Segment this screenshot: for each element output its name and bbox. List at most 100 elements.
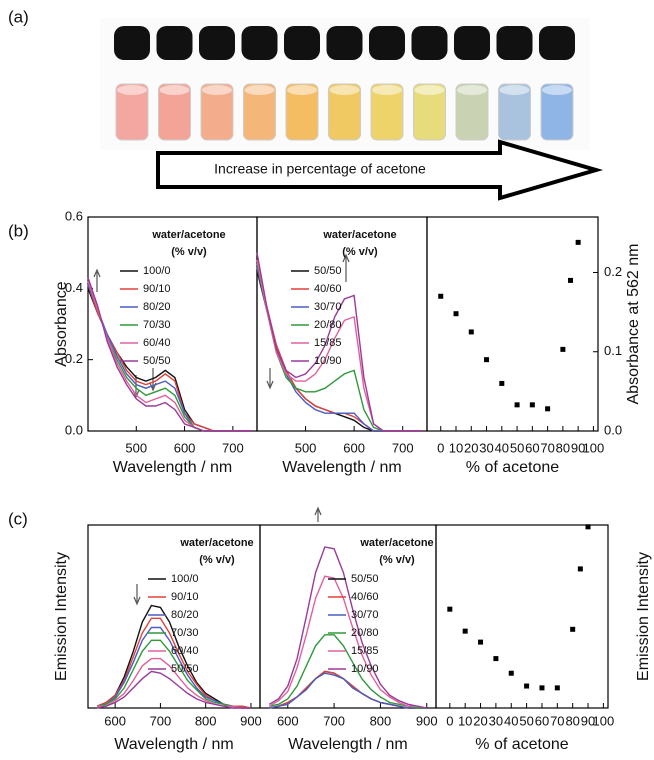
vial-cap	[411, 26, 448, 60]
y-tick-label: 0.2	[65, 351, 83, 366]
y-tick-label: 0.0	[604, 422, 622, 437]
vial-rim	[372, 85, 402, 95]
y-tick-label: 0.0	[65, 422, 83, 437]
y-tick-label: 0.2	[604, 264, 622, 279]
x-tick-label: 40	[504, 713, 518, 728]
legend-label: 60/40	[171, 645, 199, 657]
x-tick-label: 30	[489, 713, 503, 728]
data-point	[560, 346, 566, 352]
arrow-up	[314, 506, 322, 522]
vial-glass	[243, 83, 276, 141]
legend-title: water/acetone	[322, 229, 396, 241]
legend-label: 80/20	[143, 301, 171, 313]
x-tick-label: 20	[464, 440, 478, 455]
vial-cap	[326, 26, 363, 60]
x-tick-label: 100	[593, 713, 615, 728]
vial-glass	[498, 83, 531, 141]
data-point	[514, 402, 520, 408]
x-tick-label: 500	[125, 440, 147, 455]
legend-title: water/acetone	[359, 537, 433, 549]
y-tick-label: 0.1	[604, 343, 622, 358]
data-point	[545, 406, 551, 412]
x-axis-title: % of acetone	[475, 736, 569, 753]
plot-frame	[259, 524, 437, 709]
spectrum-line	[96, 670, 251, 709]
data-point	[570, 626, 576, 632]
vial-glass	[200, 83, 234, 141]
spectrum-line	[87, 277, 253, 432]
legend-label: 10/90	[351, 663, 379, 675]
panel-label: (a)	[8, 7, 29, 26]
x-tick-label: 50	[510, 440, 524, 455]
data-point	[447, 606, 453, 612]
y-axis-title: Absorbance at 562 nm	[625, 244, 642, 405]
legend-label: 50/50	[314, 265, 342, 277]
legend-label: 60/40	[143, 337, 171, 349]
data-point	[568, 277, 574, 283]
vial-rim	[457, 85, 487, 95]
x-axis-title: Wavelength / nm	[113, 459, 232, 476]
data-point	[539, 685, 545, 691]
legend-label: 20/80	[314, 319, 342, 331]
y-axis-title: Absorbance	[53, 281, 70, 366]
x-tick-label: 700	[150, 713, 172, 728]
legend-subtitle: (% v/v)	[379, 554, 415, 566]
spectrum-line	[269, 672, 427, 709]
x-tick-label: 800	[195, 713, 217, 728]
vial-glass	[540, 83, 574, 141]
x-tick-label: 30	[479, 440, 493, 455]
legend-label: 70/30	[171, 627, 199, 639]
vial-rim	[117, 85, 147, 95]
x-tick-label: 100	[583, 440, 605, 455]
vial-glass	[455, 83, 489, 141]
data-point	[493, 656, 499, 662]
data-point	[577, 566, 583, 572]
x-tick-label: 40	[495, 440, 509, 455]
data-point	[438, 293, 444, 299]
legend-label: 100/0	[171, 573, 199, 585]
vial-rim	[542, 85, 572, 95]
legend-subtitle: (% v/v)	[342, 246, 378, 258]
vial-cap	[496, 26, 533, 60]
x-tick-label: 10	[458, 713, 472, 728]
legend-label: 30/70	[351, 609, 379, 621]
data-point	[453, 311, 459, 317]
legend-label: 20/80	[351, 627, 379, 639]
x-tick-label: 600	[277, 713, 299, 728]
data-point	[524, 683, 530, 689]
panel-label: (b)	[8, 221, 29, 240]
x-axis-title: % of acetone	[466, 459, 560, 476]
vial-rim	[499, 85, 530, 95]
vial-glass	[285, 83, 319, 141]
panel-label: (c)	[8, 509, 28, 528]
spectrum-line	[96, 639, 251, 709]
legend-label: 30/70	[314, 301, 342, 313]
data-point	[478, 639, 484, 645]
vial-glass	[158, 83, 191, 141]
vial-glass	[370, 83, 404, 141]
vial-rim	[287, 85, 317, 95]
legend-label: 50/50	[171, 663, 199, 675]
legend-subtitle: (% v/v)	[171, 246, 207, 258]
x-tick-label: 60	[535, 713, 549, 728]
x-tick-label: 90	[581, 713, 595, 728]
x-tick-label: 0	[446, 713, 453, 728]
vial-rim	[159, 85, 190, 95]
trend-arrows	[93, 253, 350, 606]
y-axis-title: Emission Intensity	[635, 552, 652, 681]
legend-label: 70/30	[143, 319, 171, 331]
x-tick-label: 600	[104, 713, 126, 728]
legend-label: 50/50	[143, 355, 171, 367]
legend-subtitle: (% v/v)	[199, 554, 235, 566]
vial-cap	[199, 26, 235, 60]
spectrum-line	[268, 575, 427, 709]
x-tick-label: 0	[437, 440, 444, 455]
x-tick-label: 700	[392, 440, 414, 455]
x-tick-label: 80	[556, 440, 570, 455]
x-tick-label: 10	[449, 440, 463, 455]
vial-glass	[413, 83, 446, 141]
direction-arrow	[156, 139, 604, 201]
x-tick-label: 70	[550, 713, 564, 728]
legend-label: 10/90	[314, 355, 342, 367]
